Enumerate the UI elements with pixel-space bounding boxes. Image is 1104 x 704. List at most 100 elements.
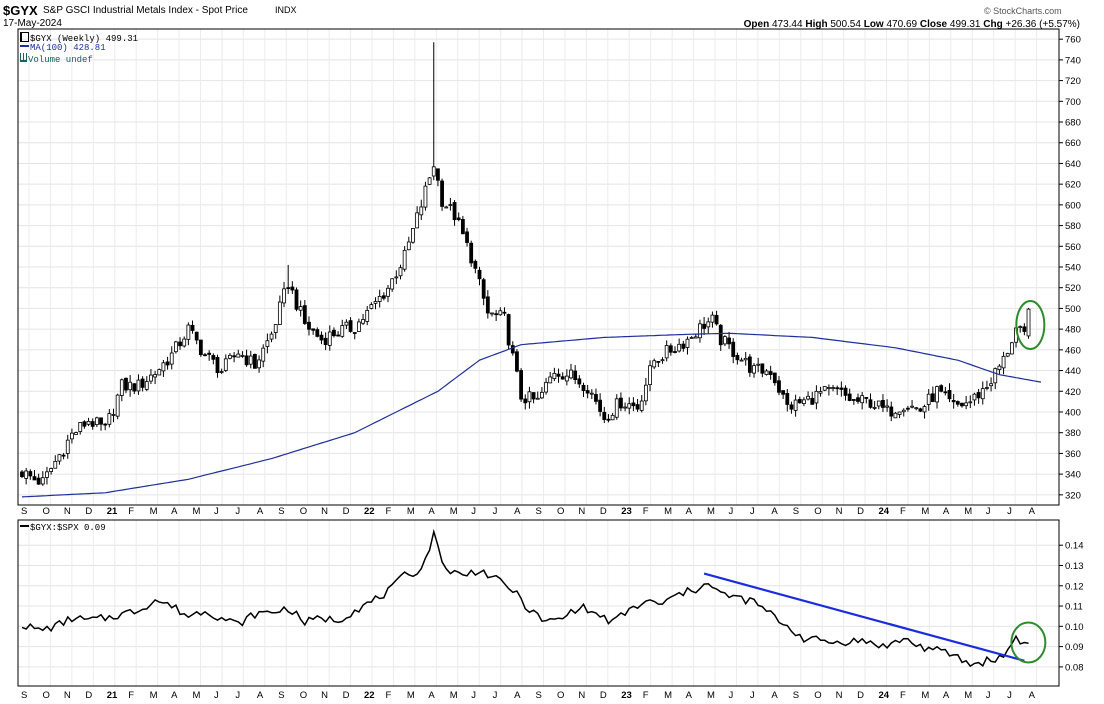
candle-body bbox=[423, 185, 428, 208]
x-tick-label: J bbox=[471, 690, 476, 701]
x-tick-label: A bbox=[943, 506, 950, 517]
candle-body bbox=[885, 405, 890, 408]
candle-body bbox=[124, 377, 128, 391]
x-tick-label: M bbox=[921, 690, 929, 701]
candle-body bbox=[28, 471, 33, 477]
ohlc-readout: Open 473.44 High 500.54 Low 470.69 Close… bbox=[744, 19, 1080, 30]
x-tick-label: A bbox=[171, 690, 178, 701]
candle-body bbox=[777, 380, 781, 393]
y-tick-label: 380 bbox=[1065, 428, 1081, 439]
candle-body bbox=[1005, 353, 1010, 357]
x-tick-label: M bbox=[707, 506, 715, 517]
candle-body bbox=[165, 361, 170, 366]
highlight-circle-upper bbox=[1015, 299, 1046, 350]
y-tick-label: 560 bbox=[1065, 242, 1081, 253]
candle-body bbox=[594, 394, 598, 402]
candle-body bbox=[656, 360, 661, 363]
candle-body bbox=[806, 395, 810, 400]
x-tick-label: A bbox=[1029, 506, 1036, 517]
candle-body bbox=[743, 357, 748, 361]
x-tick-label: A bbox=[428, 690, 435, 701]
y-tick-label: 700 bbox=[1065, 97, 1081, 108]
candle-body bbox=[947, 390, 952, 400]
candle-body bbox=[573, 370, 578, 381]
x-tick-label: N bbox=[836, 690, 843, 701]
candle-body bbox=[253, 353, 257, 369]
candle-body bbox=[452, 202, 457, 221]
candle-body bbox=[756, 363, 761, 366]
candle-body bbox=[99, 417, 103, 425]
x-tick-label: A bbox=[514, 506, 521, 517]
candle-legend-icon bbox=[20, 32, 29, 42]
candle-body bbox=[648, 365, 652, 386]
candle-body bbox=[427, 177, 432, 185]
price-legend-label: $GYX (Weekly) 499.31 bbox=[30, 34, 139, 44]
ratio-line bbox=[21, 528, 1029, 668]
x-tick-label: S bbox=[21, 506, 27, 517]
candle-body bbox=[219, 371, 224, 373]
candle-body bbox=[652, 360, 657, 368]
x-tick-label: O bbox=[814, 690, 821, 701]
y-tick-label: 0.14 bbox=[1065, 541, 1084, 552]
y-tick-label: 620 bbox=[1065, 180, 1081, 191]
candle-body bbox=[1026, 308, 1031, 337]
candle-body bbox=[211, 355, 216, 360]
candle-body bbox=[673, 351, 677, 353]
candle-body bbox=[731, 341, 736, 357]
candle-body bbox=[78, 422, 83, 432]
candle-body bbox=[980, 388, 985, 400]
y-tick-label: 480 bbox=[1065, 325, 1081, 336]
ratio-legend: $GYX:$SPX 0.09 bbox=[20, 523, 106, 533]
x-tick-label: D bbox=[85, 690, 92, 701]
candle-body bbox=[273, 324, 278, 333]
candle-body bbox=[702, 323, 707, 329]
y-tick-label: 360 bbox=[1065, 449, 1081, 460]
candle-body bbox=[897, 411, 902, 415]
watermark: © StockCharts.com bbox=[984, 6, 1062, 16]
x-tick-label: J bbox=[493, 506, 498, 517]
candle-body bbox=[747, 356, 752, 373]
y-tick-label: 520 bbox=[1065, 283, 1081, 294]
x-tick-label: S bbox=[793, 690, 799, 701]
candle-body bbox=[465, 231, 469, 243]
candle-body bbox=[53, 460, 58, 469]
candle-body bbox=[128, 381, 133, 391]
candle-body bbox=[194, 331, 199, 341]
candle-body bbox=[286, 287, 291, 290]
candle-body bbox=[248, 355, 253, 365]
x-tick-label: J bbox=[1007, 506, 1012, 517]
y-tick-label: 0.13 bbox=[1065, 561, 1084, 572]
volume-legend: Volume undef bbox=[20, 53, 93, 65]
candle-body bbox=[785, 392, 790, 405]
y-tick-label: 400 bbox=[1065, 407, 1081, 418]
candle-body bbox=[544, 381, 548, 393]
x-tick-label: D bbox=[857, 506, 864, 517]
candle-body bbox=[581, 384, 586, 391]
candle-body bbox=[502, 311, 507, 314]
candle-body bbox=[74, 432, 78, 435]
ma100-line bbox=[21, 332, 1042, 498]
candle-body bbox=[519, 370, 523, 400]
x-tick-label: F bbox=[900, 506, 906, 517]
x-tick-label: D bbox=[600, 690, 607, 701]
x-tick-label: N bbox=[64, 690, 71, 701]
x-tick-label: 21 bbox=[107, 506, 118, 517]
candle-body bbox=[569, 369, 573, 379]
candle-body bbox=[394, 276, 399, 279]
candle-body bbox=[818, 391, 823, 394]
candle-body bbox=[619, 397, 623, 409]
candle-body bbox=[157, 369, 162, 376]
candle-body bbox=[772, 372, 777, 384]
candle-body bbox=[490, 312, 494, 315]
y-tick-label: 680 bbox=[1065, 118, 1081, 129]
x-tick-label: 24 bbox=[879, 690, 890, 701]
candle-body bbox=[65, 439, 70, 454]
x-tick-label: A bbox=[257, 690, 264, 701]
candle-body bbox=[685, 338, 690, 348]
candle-body bbox=[793, 399, 798, 411]
x-tick-label: S bbox=[21, 690, 27, 701]
candle-body bbox=[340, 325, 345, 337]
x-tick-label: M bbox=[407, 690, 415, 701]
candle-body bbox=[485, 296, 490, 314]
candle-body bbox=[431, 166, 436, 177]
